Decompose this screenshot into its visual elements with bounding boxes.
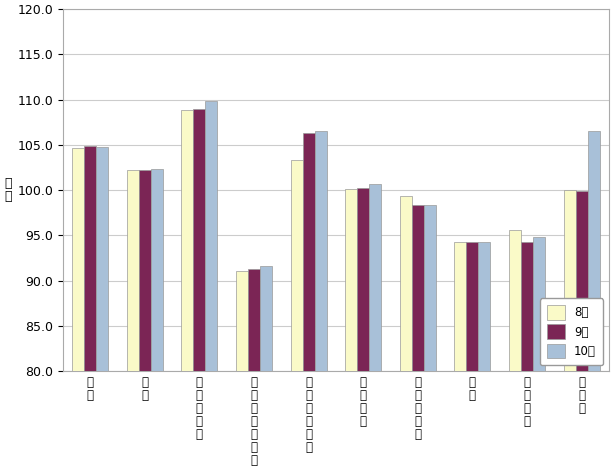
Bar (181, 110, 193, 371)
Bar (478, 242, 490, 371)
Bar (127, 170, 139, 371)
Bar (533, 237, 545, 371)
Bar (576, 191, 587, 371)
Bar (587, 131, 600, 371)
Bar (424, 205, 436, 371)
Bar (369, 184, 381, 371)
Legend: 8月, 9月, 10月: 8月, 9月, 10月 (539, 298, 603, 365)
Bar (345, 189, 357, 371)
Bar (205, 101, 218, 371)
Bar (521, 242, 533, 371)
Bar (236, 271, 248, 371)
Bar (260, 266, 272, 371)
Bar (291, 160, 303, 371)
Bar (314, 131, 327, 371)
Bar (72, 147, 84, 371)
Bar (400, 196, 412, 371)
Bar (412, 204, 424, 371)
Bar (466, 242, 478, 371)
Bar (193, 109, 205, 371)
Y-axis label: 指
数: 指 数 (4, 177, 12, 203)
Bar (139, 170, 151, 371)
Bar (454, 242, 466, 371)
Bar (84, 146, 96, 371)
Bar (357, 188, 369, 371)
Bar (509, 230, 521, 371)
Bar (303, 133, 314, 371)
Bar (248, 269, 260, 371)
Bar (151, 169, 162, 371)
Bar (563, 190, 576, 371)
Bar (96, 146, 108, 371)
